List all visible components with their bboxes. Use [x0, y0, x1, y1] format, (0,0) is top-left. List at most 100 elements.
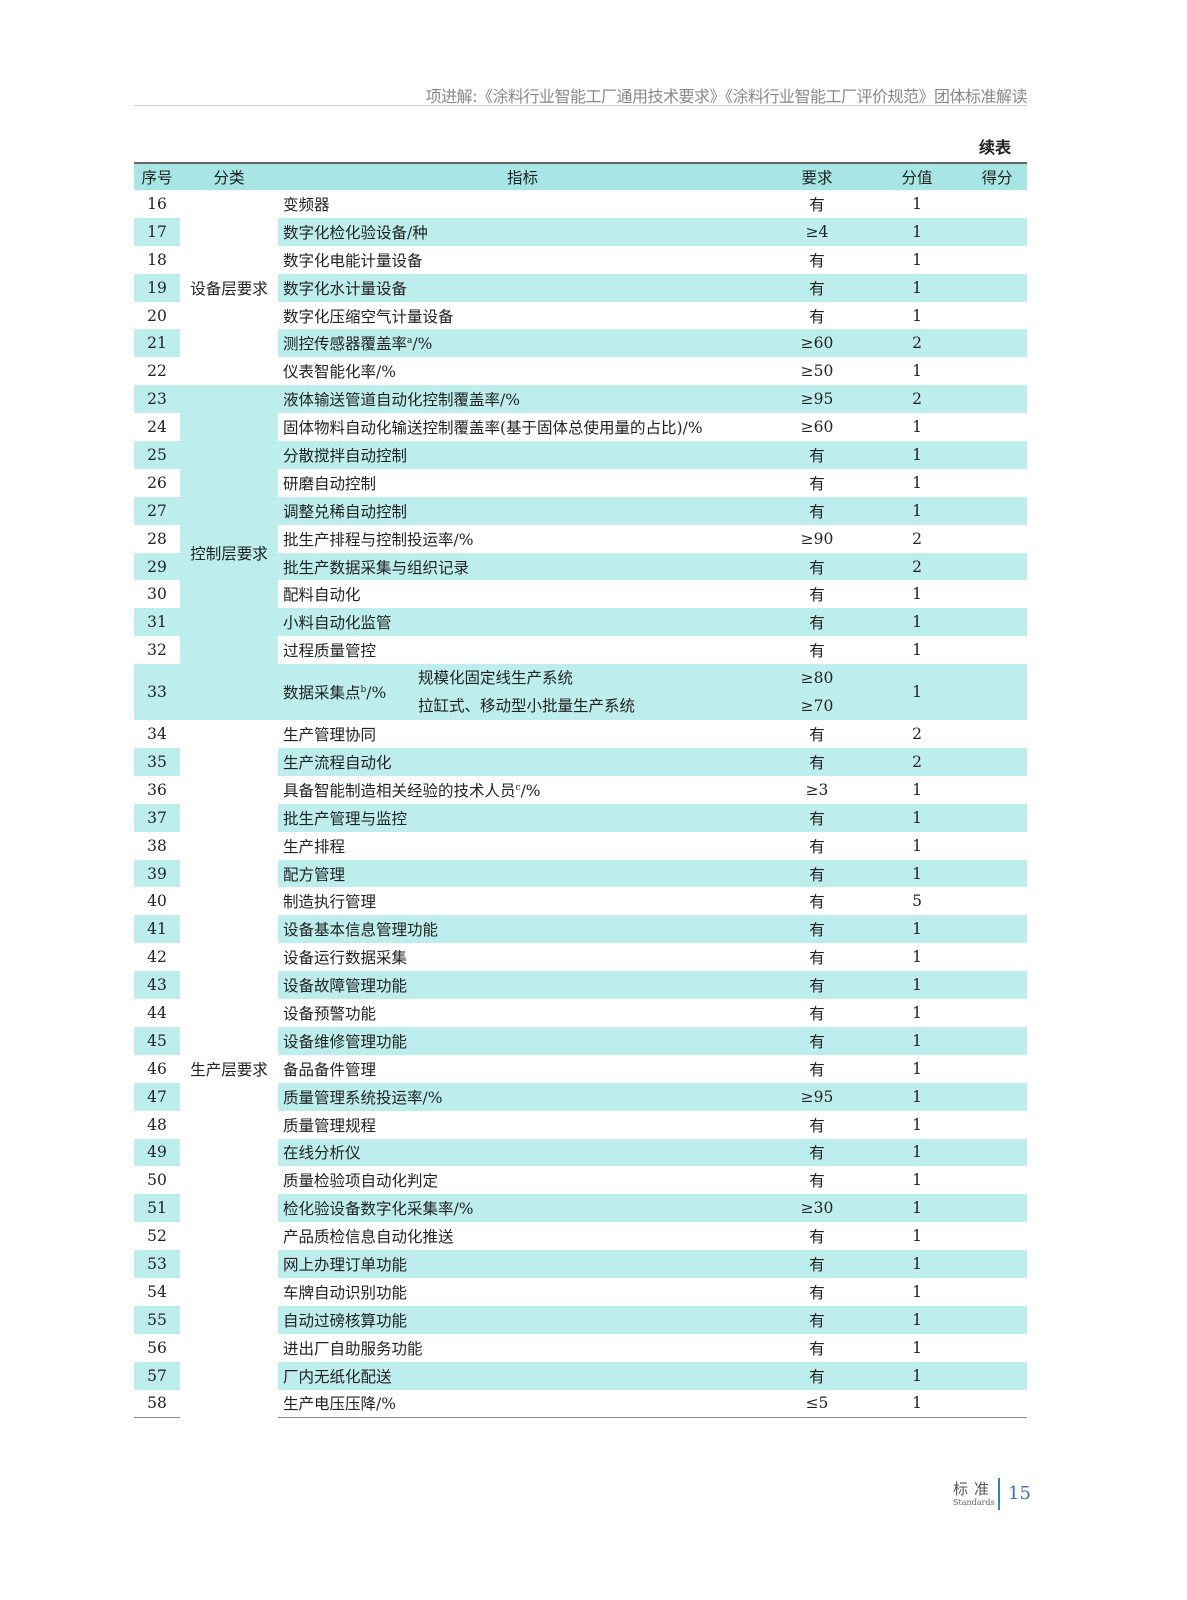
row-number: 19 [134, 273, 180, 302]
indicator-text: 数据采集点 [283, 684, 361, 703]
requirement-cell: 有 [767, 636, 867, 665]
row-number: 54 [134, 1277, 180, 1306]
row-number: 43 [134, 971, 180, 1000]
value-cell: 1 [867, 357, 967, 386]
sub-requirement: ≥80 [800, 669, 834, 688]
indicator-text: 数字化压缩空气计量设备 [283, 307, 454, 326]
indicator-text: 液体输送管道自动化控制覆盖率/% [283, 391, 520, 410]
row-number: 32 [134, 636, 180, 665]
requirement-cell: ≥95 [767, 385, 867, 414]
row-number: 37 [134, 803, 180, 832]
row-number: 50 [134, 1166, 180, 1195]
table-row: 58 生产电压压降/% ≤5 1 [134, 1389, 1027, 1419]
value-cell: 1 [867, 999, 967, 1027]
requirement-cell: ≥80 ≥70 [767, 664, 867, 721]
value-cell: 1 [867, 831, 967, 860]
indicator-unit: /% [412, 335, 433, 354]
value-cell: 1 [867, 664, 967, 721]
score-cell [967, 468, 1027, 497]
indicator-text: 质量检验项自动化判定 [283, 1172, 439, 1191]
category-cell: 设备层要求 [180, 190, 278, 386]
requirement-cell: 有 [767, 803, 867, 832]
requirement-cell: 有 [767, 943, 867, 972]
row-number: 44 [134, 999, 180, 1027]
requirement-cell: 有 [767, 580, 867, 609]
indicator-text: 设备基本信息管理功能 [283, 921, 439, 940]
score-cell [967, 999, 1027, 1027]
value-cell: 1 [867, 468, 967, 497]
score-cell [967, 915, 1027, 944]
score-cell [967, 524, 1027, 553]
col-header-indicator: 指标 [506, 169, 538, 187]
scoring-table: 序号 分类 指标 要求 分值 得分 16 设备层要求 变频器有 1 17 数字化检化验设备… [134, 162, 1027, 1419]
row-number: 58 [134, 1389, 180, 1419]
indicator-cell: 设备故障管理功能 [278, 971, 767, 1000]
indicator-cell: 产品质检信息自动化推送 [278, 1222, 767, 1251]
table-row: 33 数据采集点b/% 规模化固定线生产系统 拉缸式、移动型小批量生产系统 ≥80 ≥70… [134, 664, 1027, 721]
table-row: 45 设备维修管理功能 有 1 [134, 1026, 1027, 1055]
indicator-cell: 设备预警功能 [278, 999, 767, 1027]
requirement-cell: ≥3 [767, 775, 867, 804]
value-cell: 1 [867, 636, 967, 665]
indicator-text: 测控传感器覆盖率 [283, 335, 408, 354]
value-cell: 5 [867, 887, 967, 916]
indicator-text: 变频器 [283, 195, 330, 214]
indicator-cell: 批生产管理与监控 [278, 803, 767, 832]
indicator-unit: /% [366, 684, 387, 703]
value-cell: 1 [867, 441, 967, 469]
indicator-text: 产品质检信息自动化推送 [283, 1228, 454, 1247]
table-row: 27 调整兑稀自动控制 有 1 [134, 496, 1027, 525]
value-cell: 1 [867, 496, 967, 525]
value-cell: 1 [867, 1389, 967, 1419]
indicator-cell: 数字化电能计量设备 [278, 245, 767, 274]
value-cell: 1 [867, 608, 967, 637]
score-cell [967, 413, 1027, 442]
row-number: 24 [134, 413, 180, 442]
requirement-cell: 有 [767, 971, 867, 1000]
indicator-text: 进出厂自助服务功能 [283, 1339, 423, 1358]
table-row: 18 数字化电能计量设备 有 1 [134, 245, 1027, 274]
indicator-unit: /% [520, 781, 541, 800]
footnote-mark: b [360, 684, 367, 695]
row-number: 26 [134, 468, 180, 497]
indicator-cell: 生产流程自动化 [278, 748, 767, 776]
category-cell: 生产层要求 [180, 720, 278, 1418]
indicator-cell: 调整兑稀自动控制 [278, 496, 767, 525]
indicator-text: 批生产管理与监控 [283, 809, 408, 828]
value-cell: 1 [867, 1054, 967, 1083]
value-cell: 2 [867, 524, 967, 553]
table-header-row: 序号 分类 指标 要求 分值 得分 [134, 163, 1027, 190]
requirement-cell: 有 [767, 441, 867, 469]
score-cell [967, 1138, 1027, 1167]
indicator-text: 自动过磅核算功能 [283, 1311, 408, 1330]
indicator-cell: 生产排程 [278, 831, 767, 860]
table-row: 57 厂内无纸化配送 有 1 [134, 1361, 1027, 1390]
table-row: 42 设备运行数据采集 有 1 [134, 943, 1027, 972]
value-cell: 2 [867, 329, 967, 358]
footer-logo-en: Standards [953, 1498, 995, 1507]
category-cell: 控制层要求 [180, 385, 278, 721]
indicator-text: 网上办理订单功能 [283, 1256, 408, 1274]
indicator-cell: 厂内无纸化配送 [278, 1361, 767, 1390]
requirement-cell: 有 [767, 1166, 867, 1195]
indicator-text: 备品备件管理 [283, 1060, 377, 1079]
value-cell: 1 [867, 190, 967, 218]
indicator-cell: 质量检验项自动化判定 [278, 1166, 767, 1195]
indicator-text: 设备预警功能 [283, 1004, 377, 1023]
indicator-text: 批生产数据采集与组织记录 [283, 558, 470, 577]
indicator-cell: 小料自动化监管 [278, 608, 767, 637]
indicator-cell: 生产电压压降/% [278, 1389, 767, 1419]
requirement-cell: 有 [767, 1138, 867, 1167]
score-cell [967, 636, 1027, 665]
score-cell [967, 1110, 1027, 1139]
indicator-cell: 设备基本信息管理功能 [278, 915, 767, 944]
page-number: 15 [1008, 1483, 1031, 1504]
row-number: 41 [134, 915, 180, 944]
indicator-text: 质量管理系统投运率/% [283, 1088, 443, 1107]
requirement-cell: ≥95 [767, 1082, 867, 1111]
requirement-cell: 有 [767, 831, 867, 860]
sub-requirement: ≥70 [800, 697, 834, 716]
col-header-no: 序号 [141, 169, 173, 187]
score-cell [967, 1361, 1027, 1390]
